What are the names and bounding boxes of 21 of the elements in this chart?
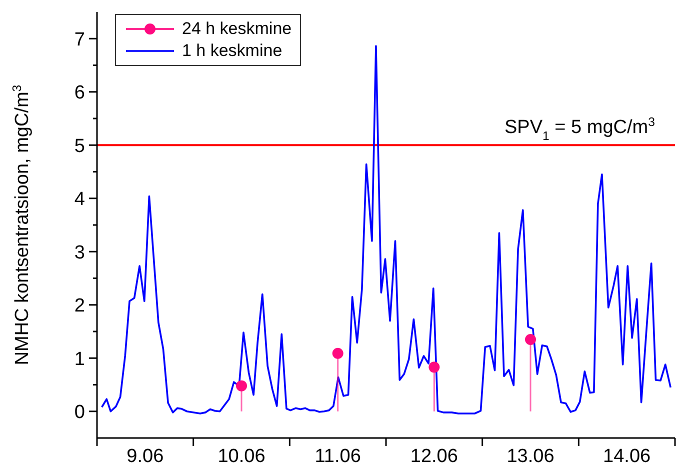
y-tick-label: 4 — [74, 189, 86, 210]
legend-label: 24 h keskmine — [182, 19, 292, 39]
y-tick-label: 1 — [74, 348, 85, 370]
y-tick-label: 7 — [74, 29, 85, 50]
y-tick-label: 2 — [74, 296, 85, 317]
ref-line-label: SPV$_{1}$ = 5 mgC/m$^{3}$ — [504, 115, 656, 144]
point — [525, 334, 536, 345]
x-tick-label: 14.06 — [603, 446, 651, 467]
y-tick-label: 5 — [74, 136, 85, 157]
point — [332, 348, 344, 359]
y-tick-label: 6 — [74, 82, 85, 104]
x-tick-label: 13.06 — [506, 446, 554, 467]
legend-label: 1 h keskmine — [182, 41, 282, 61]
x-tick-label: 11.06 — [314, 446, 361, 467]
y-tick-label: 3 — [74, 242, 85, 264]
y-tick-label: 0 — [74, 402, 85, 424]
point — [428, 362, 440, 373]
x-tick-label: 10.06 — [218, 446, 266, 467]
point — [236, 380, 247, 392]
x-tick-label: 12.06 — [410, 446, 458, 467]
x-tick-label: 9.06 — [126, 446, 164, 467]
